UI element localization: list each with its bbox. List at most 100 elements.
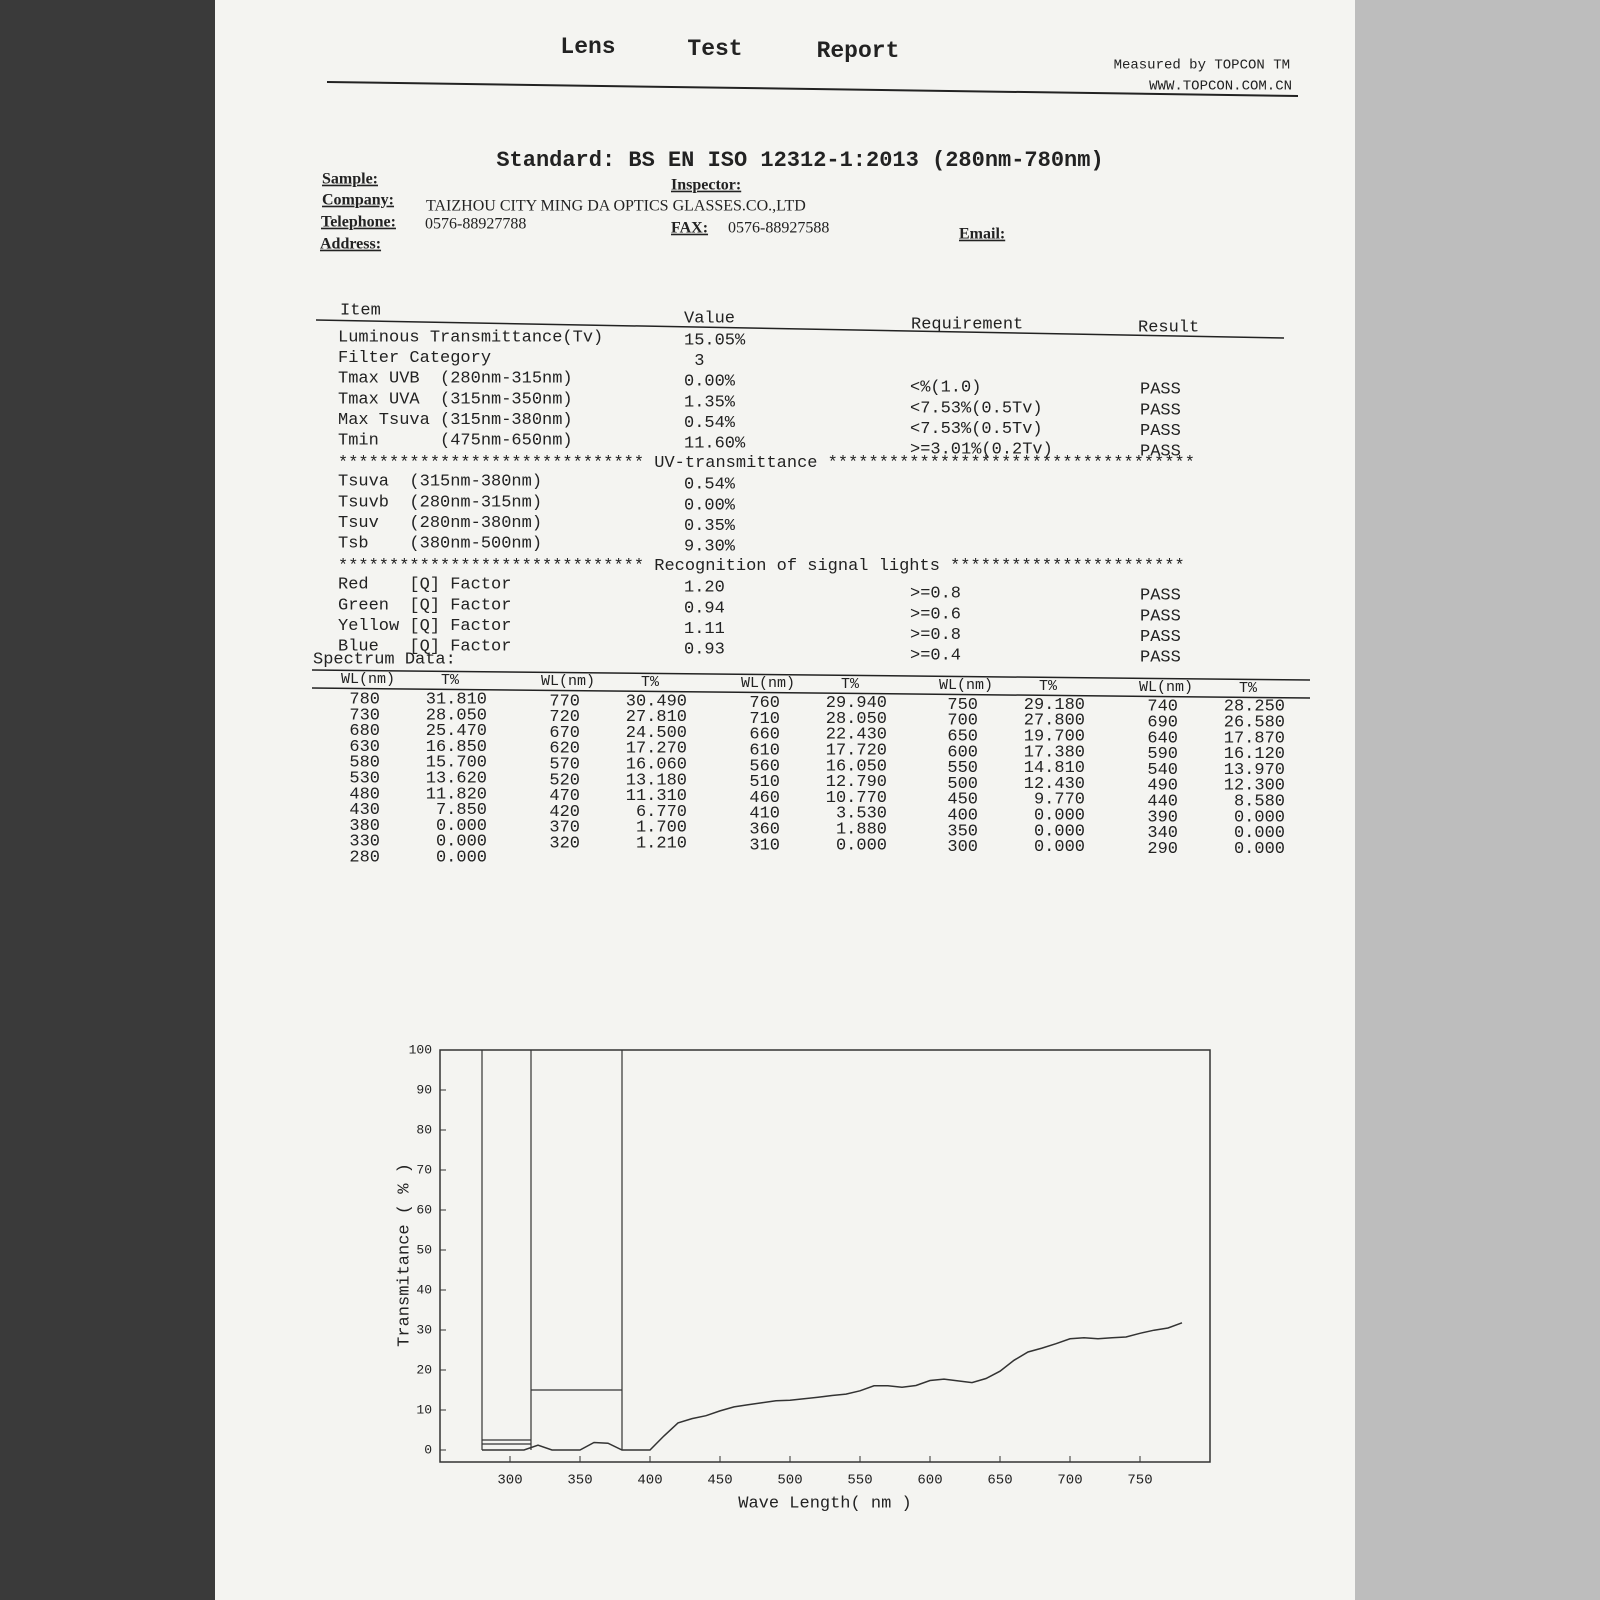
transmittance: 0.000: [1234, 824, 1285, 843]
wavelength: 700: [947, 712, 978, 731]
wavelength: 640: [1147, 729, 1178, 748]
spectrum-rule: [311, 669, 1311, 681]
transmittance: 12.790: [826, 773, 887, 792]
wavelength: 590: [1147, 745, 1178, 764]
wavelength: 690: [1147, 713, 1178, 732]
item-requirement: >=0.8: [910, 585, 961, 604]
telephone: 0576-88927788: [425, 216, 526, 233]
column-header: WL(nm): [741, 675, 795, 692]
wavelength: 420: [549, 803, 580, 822]
transmittance: 17.870: [1224, 729, 1285, 748]
column-header: Result: [1138, 318, 1199, 337]
column-header: WL(nm): [541, 673, 595, 690]
item-requirement: <7.53%(0.5Tv): [910, 399, 1043, 418]
wavelength: 770: [549, 692, 580, 711]
item-requirement: <%(1.0): [910, 379, 981, 398]
transmittance: 16.060: [626, 755, 687, 774]
transmittance: 14.810: [1024, 759, 1085, 778]
x-tick-label: 600: [917, 1473, 942, 1489]
title-word: Report: [817, 38, 900, 64]
x-tick-label: 500: [777, 1473, 802, 1489]
transmittance: 13.620: [426, 769, 487, 788]
y-tick-label: 80: [416, 1122, 432, 1137]
transmittance: 16.850: [426, 738, 487, 757]
wavelength: 750: [947, 696, 978, 715]
transmittance: 31.810: [426, 690, 487, 709]
transmittance: 6.770: [636, 803, 687, 822]
transmittance: 17.380: [1024, 743, 1085, 762]
items-rule: [315, 319, 1285, 339]
item-name: Tsuvb (280nm-315nm): [338, 493, 542, 512]
item-name: Tsuva (315nm-380nm): [338, 473, 542, 492]
transmittance: 24.500: [626, 724, 687, 743]
transmittance: 9.770: [1034, 791, 1085, 810]
wavelength: 460: [749, 789, 780, 808]
item-requirement: >=0.4: [910, 646, 961, 665]
item-name: Luminous Transmittance(Tv): [338, 328, 603, 347]
wavelength: 630: [349, 738, 380, 757]
item-result: PASS: [1140, 442, 1181, 461]
label: Email:: [959, 226, 1005, 243]
transmittance: 30.490: [626, 692, 687, 711]
item-result: PASS: [1140, 648, 1181, 667]
x-tick-label: 700: [1057, 1473, 1082, 1489]
item-value: 9.30%: [684, 537, 736, 556]
item-value: 0.35%: [684, 517, 736, 536]
transmittance: 16.120: [1224, 745, 1285, 764]
x-tick-label: 450: [707, 1473, 732, 1489]
wavelength: 570: [549, 755, 580, 774]
item-value: 0.94: [684, 599, 725, 618]
item-value: 1.35%: [684, 393, 736, 412]
transmittance: 26.580: [1224, 713, 1285, 732]
column-header: WL(nm): [939, 677, 993, 694]
wavelength: 620: [549, 740, 580, 759]
column-header: T%: [1039, 678, 1058, 695]
wavelength: 400: [947, 806, 978, 825]
wavelength: 720: [549, 708, 580, 727]
spectrum-line: [482, 1322, 1183, 1451]
transmittance: 27.800: [1024, 712, 1085, 731]
transmittance: 0.000: [436, 817, 487, 836]
column-header: Item: [340, 301, 381, 320]
x-tick-label: 300: [497, 1473, 522, 1489]
item-value: 0.00%: [684, 496, 736, 515]
transmittance: 0.000: [436, 833, 487, 852]
wavelength: 300: [947, 838, 978, 857]
wavelength: 430: [349, 801, 380, 820]
item-value: 0.00%: [684, 373, 736, 392]
item-name: Filter Category: [338, 349, 491, 368]
item-name: Red [Q] Factor: [338, 576, 511, 595]
item-value: 3: [684, 352, 704, 371]
item-name: Tmin (475nm-650nm): [338, 431, 573, 450]
column-header: WL(nm): [1139, 679, 1193, 696]
wavelength: 550: [947, 759, 978, 778]
item-name: Max Tsuva (315nm-380nm): [338, 411, 573, 430]
y-axis-label: Transmitance ( % ): [395, 1163, 414, 1347]
y-tick-label: 30: [416, 1322, 432, 1337]
transmittance: 13.180: [626, 771, 687, 790]
item-value: 0.93: [684, 640, 725, 659]
item-result: PASS: [1140, 587, 1181, 606]
transmittance: 10.770: [826, 789, 887, 808]
transmittance: 29.940: [826, 694, 887, 713]
wavelength: 730: [349, 706, 380, 725]
transmittance: 27.810: [626, 708, 687, 727]
y-tick-label: 40: [416, 1282, 432, 1297]
item-requirement: >=0.6: [910, 605, 961, 624]
transmittance: 15.700: [426, 754, 487, 773]
wavelength: 340: [1147, 824, 1178, 843]
item-name: Tmax UVA (315nm-350nm): [338, 390, 573, 409]
wavelength: 450: [947, 791, 978, 810]
transmittance: 8.580: [1234, 792, 1285, 811]
wavelength: 410: [749, 805, 780, 824]
wavelength: 610: [749, 741, 780, 760]
label: Address:: [320, 236, 381, 253]
wavelength: 470: [549, 787, 580, 806]
header-rule: [326, 81, 1299, 97]
item-result: PASS: [1140, 401, 1181, 420]
item-result: PASS: [1140, 607, 1181, 626]
transmittance: 28.050: [426, 706, 487, 725]
y-tick-label: 20: [416, 1362, 432, 1377]
y-tick-label: 0: [424, 1442, 432, 1457]
